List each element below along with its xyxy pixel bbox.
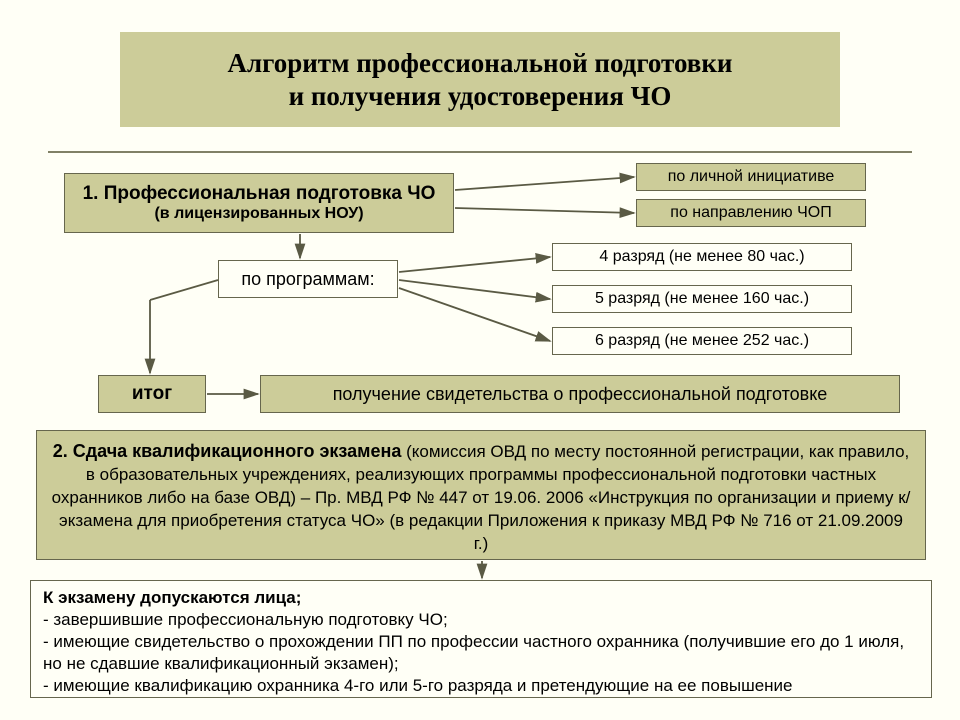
rank5-box: 5 разряд (не менее 160 час.) — [552, 285, 852, 313]
rank4-box: 4 разряд (не менее 80 час.) — [552, 243, 852, 271]
option-chop-direction: по направлению ЧОП — [636, 199, 866, 227]
title-line2: и получения удостоверения ЧО — [289, 80, 672, 112]
admission-head: К экзамену допускаются лица; — [43, 587, 919, 609]
admission-box: К экзамену допускаются лица; - завершивш… — [30, 580, 932, 698]
programs-label-box: по программам: — [218, 260, 398, 298]
rank6-box: 6 разряд (не менее 252 час.) — [552, 327, 852, 355]
title-banner: Алгоритм профессиональной подготовки и п… — [120, 32, 840, 127]
step1-box: 1. Профессиональная подготовка ЧО (в лиц… — [64, 173, 454, 233]
certificate-box: получение свидетельства о профессиональн… — [260, 375, 900, 413]
step1-line2: (в лицензированных НОУ) — [154, 205, 363, 223]
admission-item1: - завершившие профессиональную подготовк… — [43, 609, 919, 631]
step1-line1: 1. Профессиональная подготовка ЧО — [83, 183, 436, 205]
step2-bold: 2. Сдача квалификационного экзамена — [53, 441, 402, 461]
admission-item3: - имеющие квалификацию охранника 4-го ил… — [43, 675, 919, 697]
option-personal-initiative: по личной инициативе — [636, 163, 866, 191]
admission-item2: - имеющие свидетельство о прохождении ПП… — [43, 631, 919, 675]
divider-line — [48, 151, 912, 153]
step2-exam-box: 2. Сдача квалификационного экзамена (ком… — [36, 430, 926, 560]
itog-box: итог — [98, 375, 206, 413]
title-line1: Алгоритм профессиональной подготовки — [228, 47, 733, 79]
